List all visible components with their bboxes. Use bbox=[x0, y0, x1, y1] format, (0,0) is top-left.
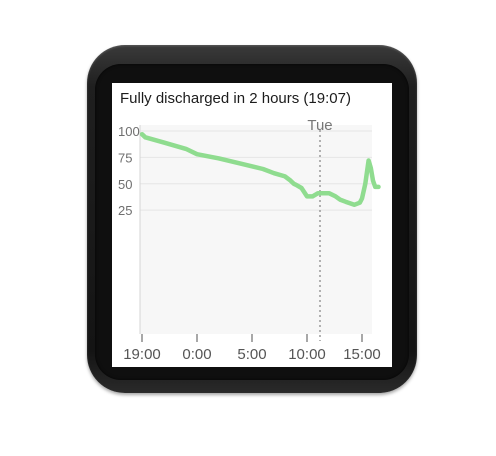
x-axis: 19:00 0:00 5:00 10:00 15:00 bbox=[123, 334, 381, 363]
y-tick-label: 25 bbox=[118, 203, 132, 218]
x-tick-label: 0:00 bbox=[182, 346, 211, 363]
battery-forecast-title: Fully discharged in 2 hours (19:07) bbox=[120, 90, 351, 107]
y-tick-label: 75 bbox=[118, 150, 132, 165]
plot-area bbox=[140, 125, 372, 334]
x-tick-label: 5:00 bbox=[237, 346, 266, 363]
y-tick-label: 100 bbox=[118, 124, 140, 139]
y-tick-label: 50 bbox=[118, 177, 132, 192]
series-layer bbox=[139, 131, 381, 208]
x-tick-label: 10:00 bbox=[288, 346, 326, 363]
x-tick-label: 19:00 bbox=[123, 346, 161, 363]
y-axis-labels: 100 75 50 25 bbox=[118, 124, 140, 218]
day-marker-label: Tue bbox=[307, 117, 332, 134]
x-tick-label: 15:00 bbox=[343, 346, 381, 363]
watch-screen[interactable]: 100 75 50 25 19:00 0:00 5:00 10:00 15:00 Tue Fu… bbox=[112, 83, 392, 367]
battery-chart: 100 75 50 25 19:00 0:00 5:00 10:00 15:00 Tue bbox=[118, 117, 381, 363]
battery-level-line bbox=[139, 131, 381, 208]
day-marker: Tue bbox=[307, 117, 333, 341]
grid-lines bbox=[139, 125, 372, 334]
